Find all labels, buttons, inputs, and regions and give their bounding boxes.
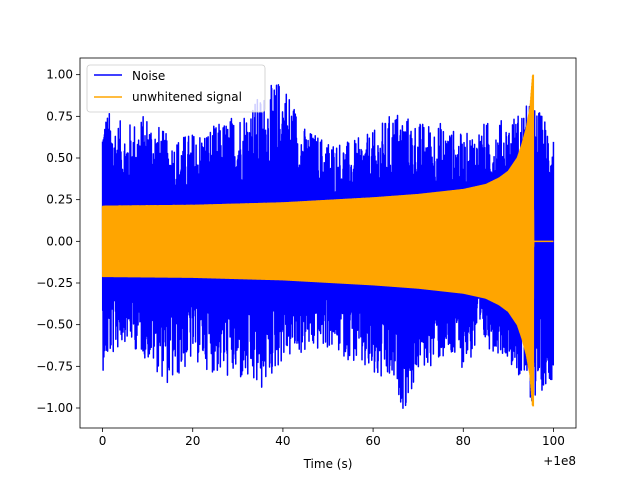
series-noise [101, 83, 555, 409]
x-tick-label: 80 [456, 434, 471, 448]
series-unwhitened-signal [101, 75, 555, 406]
x-tick-label: 60 [365, 434, 380, 448]
y-tick-label: −0.75 [36, 359, 73, 373]
legend-label-unwhitened-signal: unwhitened signal [132, 90, 242, 104]
y-tick-label: −0.25 [36, 276, 73, 290]
x-tick-label: 100 [542, 434, 565, 448]
legend: Noise unwhitened signal [86, 64, 266, 113]
legend-label-noise: Noise [132, 69, 165, 83]
y-tick-label: −1.00 [36, 401, 73, 415]
y-tick-label: 0.00 [46, 234, 73, 248]
y-tick-label: 1.00 [46, 68, 73, 82]
x-tick-label: 40 [275, 434, 290, 448]
y-tick-label: 0.25 [46, 193, 73, 207]
x-offset-label: +1e8 [543, 454, 576, 468]
x-tick-label: 0 [99, 434, 107, 448]
x-tick-label: 20 [185, 434, 200, 448]
y-tick-label: 0.50 [46, 151, 73, 165]
y-axis: −1.00 −0.75 −0.50 −0.25 0.00 0.25 0.50 0.75 1.00 [36, 68, 80, 415]
legend-box [86, 64, 266, 113]
y-tick-label: −0.50 [36, 318, 73, 332]
y-tick-label: 0.75 [46, 109, 73, 123]
series-layer [101, 74, 555, 409]
x-axis-label: Time (s) [303, 457, 353, 471]
plot-frame [79, 57, 577, 429]
x-axis: 0 20 40 60 80 100 [99, 428, 565, 448]
